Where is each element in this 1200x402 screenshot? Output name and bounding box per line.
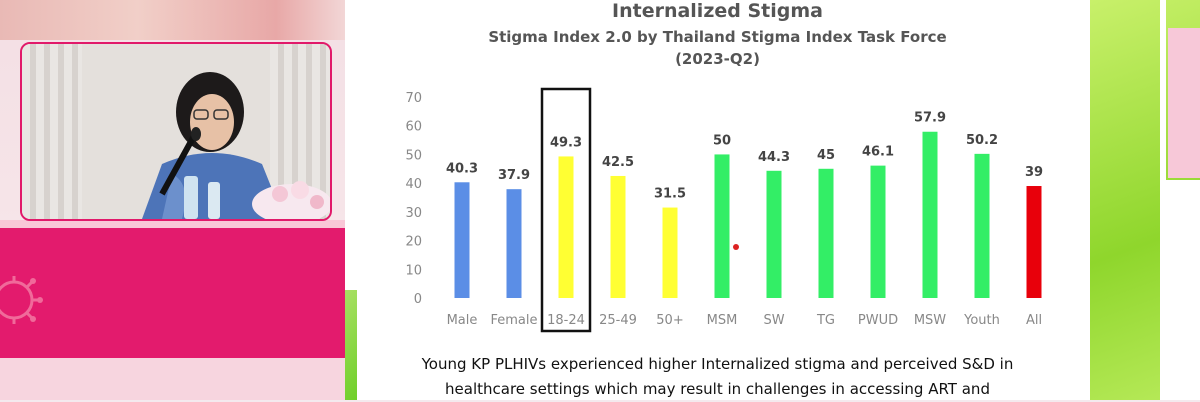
x-tick-label: All: [1026, 313, 1042, 328]
hands-background-image: [0, 0, 345, 40]
laser-pointer-dot: [733, 244, 739, 250]
right-pink-panel: [1168, 28, 1200, 178]
y-tick-label: 60: [405, 120, 422, 135]
data-label: 31.5: [654, 187, 686, 202]
x-tick-label: 50+: [656, 313, 683, 328]
data-label: 44.3: [758, 150, 790, 165]
data-label: 57.9: [914, 111, 946, 126]
x-tick-label: Youth: [963, 313, 1000, 328]
x-tick-label: Female: [490, 313, 537, 328]
x-tick-label: MSM: [707, 313, 738, 328]
virus-icon: [0, 276, 43, 324]
y-tick-label: 30: [405, 206, 422, 221]
speaker-figure: [82, 44, 330, 219]
y-tick-label: 0: [414, 292, 422, 307]
x-tick-label: 25-49: [599, 313, 637, 328]
data-label: 46.1: [862, 145, 894, 160]
bar-all: [1026, 186, 1042, 298]
magenta-band: [0, 228, 345, 358]
bar-msw: [922, 131, 938, 298]
bar-chart: 0 10 20 30 40 50 60 70 40.3 Male 37.9 Female 49.3 18-…: [405, 87, 1043, 333]
slide-subtitle: Stigma Index 2.0 by Thailand Stigma Inde…: [345, 26, 1090, 70]
data-label: 42.5: [602, 155, 634, 170]
curtain-left: [22, 44, 82, 219]
x-tick-label: PWUD: [858, 313, 898, 328]
x-tick-label: SW: [763, 313, 784, 328]
x-tick-label: 18-24: [547, 313, 585, 328]
bar-youth: [974, 153, 990, 298]
bar-female: [506, 189, 522, 298]
x-tick-label: Male: [447, 313, 478, 328]
data-label: 50: [713, 133, 731, 148]
data-label: 49.3: [550, 135, 582, 150]
data-label: 50.2: [966, 133, 998, 148]
bar-sw: [766, 170, 782, 298]
slide-subtitle-line2: (2023-Q2): [675, 50, 760, 68]
bar-50-: [662, 207, 678, 298]
light-pink-band: [0, 220, 345, 230]
caption-line1: Young KP PLHIVs experienced higher Inter…: [421, 355, 1014, 373]
y-tick-label: 70: [405, 91, 422, 106]
x-tick-label: TG: [816, 313, 835, 328]
slide-caption: Young KP PLHIVs experienced higher Inter…: [345, 352, 1090, 402]
y-tick-label: 50: [405, 148, 422, 163]
data-label: 39: [1025, 165, 1043, 180]
x-tick-label: MSW: [914, 313, 946, 328]
right-white-panel: [1163, 180, 1200, 400]
bar-msm: [714, 154, 730, 298]
slide-title: Internalized Stigma: [612, 0, 823, 22]
slide-green-accent: [345, 290, 357, 400]
bar-tg: [818, 168, 834, 298]
bar-pwud: [870, 165, 886, 298]
y-tick-label: 10: [405, 263, 422, 278]
y-tick-label: 20: [405, 235, 422, 250]
bar-25-49: [610, 175, 626, 298]
caption-line2: healthcare settings which may result in …: [445, 380, 990, 398]
bar-male: [454, 182, 470, 298]
y-tick-label: 40: [405, 177, 422, 192]
slide-subtitle-line1: Stigma Index 2.0 by Thailand Stigma Inde…: [488, 28, 947, 46]
highlight-box: [540, 87, 592, 333]
data-label: 40.3: [446, 161, 478, 176]
data-label: 45: [817, 148, 835, 163]
bar-18-24: [558, 156, 574, 298]
data-label: 37.9: [498, 168, 530, 183]
pink-bottom-band: [0, 358, 345, 400]
speaker-video-frame: [20, 42, 332, 221]
